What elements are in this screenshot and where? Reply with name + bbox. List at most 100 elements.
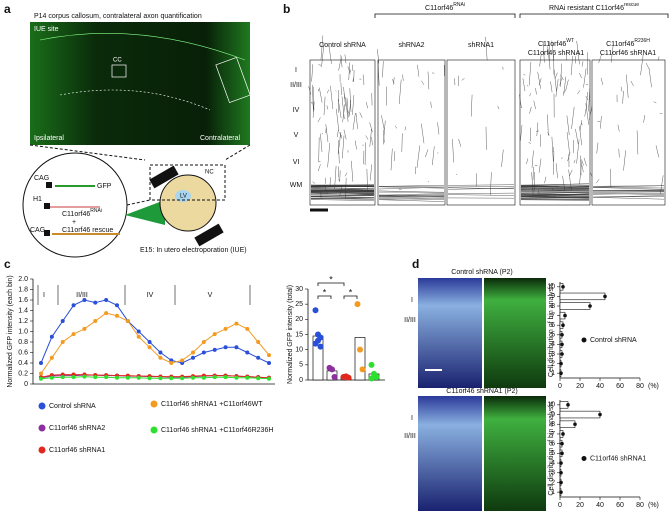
legend-label: Control shRNA [49,403,96,410]
y-tick-label: 5 [299,362,303,369]
y-tick-label: 10 [295,347,303,354]
point [104,298,109,302]
point [60,375,65,380]
point [561,432,565,436]
electrode [194,223,224,247]
point [317,343,324,350]
y-tick-label: 7 [551,431,555,438]
point [223,326,228,331]
promoter [44,230,50,236]
ventricle [175,190,191,202]
point [82,374,87,379]
point [82,298,87,302]
y-tick-label: 6 [551,440,555,447]
y-tick-label: 1.6 [18,297,28,304]
point [559,361,563,366]
point [147,345,152,350]
point [191,355,195,360]
point [245,350,250,355]
point [115,375,119,380]
bar [559,420,576,428]
legend-marker [38,424,46,432]
y-tick-label: 25 [295,301,303,308]
layer-label: II/III [404,433,416,440]
sup: WT [566,38,574,44]
y-tick-label: 8 [551,303,555,310]
point [354,301,361,308]
point [560,441,564,446]
point [212,347,217,352]
legend-label: C11orf46 shRNA1 +C11orf46R236H [161,427,273,434]
x-tick-label: 80 [636,502,644,509]
point [71,375,76,380]
label: C11orf46 rescue [62,227,113,234]
series-line [40,312,270,374]
x-tick-label: 20 [576,383,584,390]
point [115,313,119,318]
group-header: C11orf46RNAi [425,2,465,12]
y-tick-label: 1 [551,489,555,496]
panel-letter: a [4,2,11,16]
point [39,376,43,381]
legend-marker [38,402,46,410]
micrograph [418,396,482,511]
y-tick-label: 1 [551,370,555,377]
y-tick-label: 0 [299,377,303,384]
point [212,332,217,337]
legend-marker [581,456,587,461]
point [256,355,261,360]
y-tick-label: 4 [551,460,555,467]
y-tick-label: 0.6 [18,349,28,356]
sup: rescue [624,2,639,8]
point [60,319,65,323]
bracket [374,13,516,18]
point [71,303,76,308]
y-axis-label: Cell distribution of bin analysis [548,401,555,496]
point [560,352,564,356]
point [39,361,43,365]
point [559,490,563,494]
significance: * [349,287,353,297]
y-tick-label: 1.4 [18,307,28,314]
y-tick-label: 10 [547,402,555,409]
x-tick-label: 0 [558,502,562,509]
label: + [72,219,76,226]
point [201,375,206,380]
series-line [40,376,270,380]
label: C11orf46 [62,211,90,218]
legend-marker [150,426,158,434]
point [125,319,130,323]
panel-letter: b [283,2,290,16]
y-tick-label: 9 [551,411,555,418]
y-tick-label: 7 [551,312,555,319]
point [256,340,261,344]
point [82,326,87,331]
legend-marker [150,400,158,408]
layer-label: IV [293,107,300,114]
point [573,422,577,427]
legend-label: C11orf46 shRNA2 [49,425,105,432]
y-tick-label: 2.0 [18,276,28,283]
legend-label: C11orf46 shRNA1 [49,447,105,454]
point [245,326,250,331]
column-label: shRNA1 [468,42,494,49]
x-unit: (%) [648,383,659,390]
point [104,375,109,380]
brain [159,174,217,232]
x-tick-label: 80 [636,383,644,390]
legend-label: C11orf46 shRNA1 [590,455,646,462]
electrode [149,165,179,189]
point [345,374,352,381]
y-tick-label: 2 [551,479,555,486]
y-tick-label: 0.8 [18,339,28,346]
y-tick-label: 9 [551,293,555,300]
point [93,300,98,305]
zoom-line [224,144,251,161]
point [158,376,163,381]
y-tick-label: 30 [295,286,303,293]
panel-letter: d [412,257,419,271]
significance: * [329,274,333,284]
texture [590,45,665,200]
point [115,303,119,308]
